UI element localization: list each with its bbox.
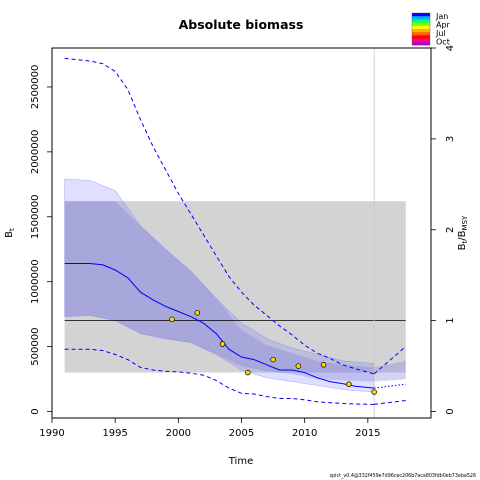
y-right-label-main: B <box>457 243 468 250</box>
x-tick-label: 2005 <box>229 428 254 439</box>
series-line-2 <box>64 348 375 405</box>
observation-point <box>219 341 226 347</box>
y2-tick-label: 1 <box>445 317 456 323</box>
x-tick-label: 2010 <box>292 428 317 439</box>
observation-point <box>295 363 302 369</box>
y-tick-label: 500000 <box>30 328 41 366</box>
legend-color-swatch <box>412 29 430 33</box>
x-tick-label: 2015 <box>355 428 380 439</box>
legend-color-swatch <box>412 19 430 23</box>
legend-color-swatch <box>412 16 430 20</box>
version-footer: spict_v0.4@332f459e7d96cec206b7aca803fdb… <box>330 473 476 479</box>
x-tick-label: 1995 <box>102 428 127 439</box>
observation-point <box>346 381 352 387</box>
x-tick-label: 2000 <box>166 428 191 439</box>
x-axis-label: Time <box>228 456 253 467</box>
y2-tick-label: 4 <box>445 45 456 51</box>
y-axis-left: 0 500000 1000000 1500000 2000000 2500000 <box>30 65 52 415</box>
observation-point <box>371 389 377 395</box>
observation-point <box>194 310 201 316</box>
legend-label: Apr <box>436 21 451 30</box>
legend-color-swatch <box>412 38 430 43</box>
observation-point <box>320 362 327 368</box>
y-left-label-main: B <box>4 231 15 238</box>
series-line-5 <box>374 400 406 405</box>
svg-text:Bt/BMSY: Bt/BMSY <box>457 215 469 250</box>
legend-color-swatch <box>412 13 430 17</box>
y-axis-left-label: Bt <box>4 228 16 238</box>
y2-tick-label: 3 <box>445 136 456 142</box>
series-line-3 <box>374 383 406 389</box>
observation-point <box>245 369 251 376</box>
y-tick-label: 2500000 <box>30 65 41 110</box>
y-right-label-sub1: t <box>461 240 469 243</box>
bmsy-ci-rect <box>64 201 406 373</box>
y-left-label-sub: t <box>8 228 16 231</box>
y2-tick-label: 2 <box>445 227 456 233</box>
y-right-label-sub2: MSY <box>461 215 469 230</box>
legend-label: Oct <box>436 38 450 47</box>
plot-area <box>64 48 407 418</box>
series-line-1 <box>64 57 375 375</box>
legend-color-swatch <box>412 32 430 36</box>
y-axis-right-label: Bt/BMSY <box>457 215 469 250</box>
legend-color-swatch <box>412 35 430 39</box>
y-tick-label: 1000000 <box>30 259 41 304</box>
y-tick-label: 0 <box>30 408 41 414</box>
legend-color-swatch <box>412 22 430 27</box>
legend-label: Jan <box>435 12 448 21</box>
observation-point <box>270 356 276 363</box>
chart-title: Absolute biomass <box>179 17 304 32</box>
y-right-label-mid: /B <box>457 230 468 240</box>
y-tick-label: 1500000 <box>30 195 41 240</box>
y-tick-label: 2000000 <box>30 130 41 175</box>
legend-frame <box>411 12 431 46</box>
ci-band-inner <box>64 201 406 382</box>
y2-tick-label: 0 <box>445 408 456 414</box>
legend-label: Jul <box>435 29 446 38</box>
legend-color-swatch <box>412 41 430 46</box>
svg-text:Bt: Bt <box>4 228 16 238</box>
y-axis-right: 0 1 2 3 4 <box>431 45 456 415</box>
observation-point <box>169 316 175 323</box>
x-tick-label: 1990 <box>39 428 64 439</box>
legend-color-swatch <box>412 25 430 30</box>
x-axis: 1990 1995 2000 2005 2010 2015 <box>39 418 381 439</box>
